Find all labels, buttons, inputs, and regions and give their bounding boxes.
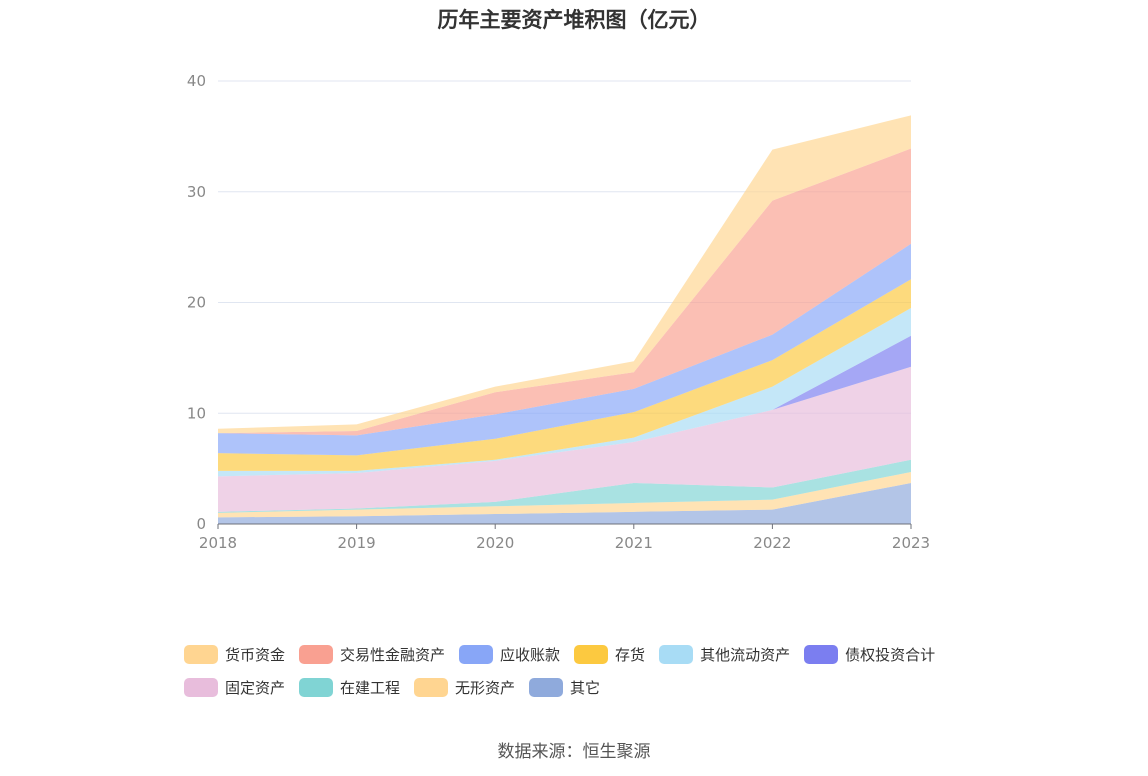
legend-item[interactable]: 固定资产	[184, 677, 285, 698]
legend-row: 固定资产 在建工程 无形资产 其它	[184, 671, 984, 704]
legend-row: 货币资金 交易性金融资产 应收账款 存货 其他流动资产 债权投资合计	[184, 638, 984, 671]
legend-label: 存货	[615, 646, 646, 664]
legend-label: 交易性金融资产	[340, 646, 446, 664]
axes	[217, 523, 912, 529]
area-series-8	[218, 148, 911, 436]
legend-label: 货币资金	[225, 646, 286, 664]
legend-label: 在建工程	[340, 679, 401, 697]
source-note: 数据来源：恒生聚源	[497, 742, 651, 762]
legend-item[interactable]: 债权投资合计	[804, 644, 935, 665]
y-tick-label: 30	[187, 183, 206, 201]
x-tick-label: 2021	[615, 534, 653, 552]
y-tick-label: 40	[187, 72, 206, 90]
legend-label: 固定资产	[225, 679, 286, 697]
legend-swatch	[804, 645, 839, 664]
area-series-1	[218, 471, 911, 518]
legend-swatch	[529, 678, 564, 697]
x-tick-label: 2023	[892, 534, 930, 552]
legend-swatch	[459, 645, 494, 664]
y-tick-label: 20	[187, 294, 206, 312]
x-tick-label: 2018	[199, 534, 237, 552]
legend: 货币资金 交易性金融资产 应收账款 存货 其他流动资产 债权投资合计固定资产 在建工程 无形资…	[184, 638, 984, 704]
area-series-7	[218, 243, 911, 456]
area-series-5	[218, 308, 911, 477]
legend-label: 债权投资合计	[845, 646, 936, 664]
legend-item[interactable]: 交易性金融资产	[299, 644, 445, 665]
x-tick-label: 2022	[753, 534, 791, 552]
x-tick-label: 2019	[338, 534, 376, 552]
legend-item[interactable]: 应收账款	[459, 644, 560, 665]
legend-swatch	[574, 645, 609, 664]
legend-item[interactable]: 货币资金	[184, 644, 285, 665]
legend-swatch	[299, 678, 334, 697]
area-series-0	[218, 483, 911, 524]
legend-swatch	[659, 645, 694, 664]
legend-item[interactable]: 其它	[529, 677, 600, 698]
legend-item[interactable]: 其他流动资产	[659, 644, 790, 665]
legend-item[interactable]: 存货	[574, 644, 645, 665]
legend-swatch	[184, 645, 218, 664]
area-series-layer	[218, 115, 911, 524]
area-series-3	[218, 366, 911, 512]
tick-labels: 0 10 20 30 40 2018 2019 2020 2021 2022 2023	[187, 72, 930, 552]
chart-title: 历年主要资产堆积图（亿元）	[437, 8, 711, 32]
legend-swatch	[299, 645, 334, 664]
legend-label: 无形资产	[455, 679, 516, 697]
y-tick-label: 0	[196, 515, 206, 533]
legend-label: 其它	[570, 679, 601, 697]
legend-swatch	[414, 678, 449, 697]
legend-item[interactable]: 在建工程	[299, 677, 400, 698]
legend-swatch	[184, 678, 218, 697]
legend-label: 应收账款	[500, 646, 561, 664]
legend-item[interactable]: 无形资产	[414, 677, 515, 698]
y-tick-label: 10	[187, 404, 206, 422]
area-series-6	[218, 279, 911, 471]
legend-label: 其他流动资产	[700, 646, 791, 664]
x-tick-label: 2020	[476, 534, 514, 552]
area-series-2	[218, 459, 911, 513]
stacked-area-chart: 0 10 20 30 40 2018 2019 2020 2021 2022 2023	[187, 72, 930, 552]
area-series-9	[218, 115, 911, 434]
